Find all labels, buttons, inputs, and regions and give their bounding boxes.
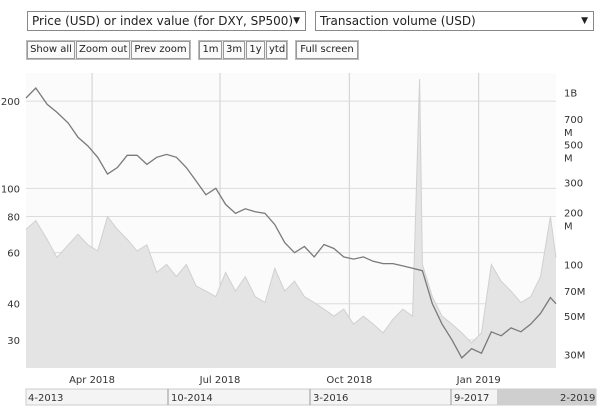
prev-zoom-button[interactable]: Prev zoom (131, 41, 190, 59)
range-ytd-button[interactable]: ytd (266, 41, 287, 59)
navigator-label: 10-2014 (171, 393, 213, 404)
volume-series (25, 78, 557, 368)
x-axis-ticks: Apr 2018 Jul 2018 Oct 2018 Jan 2019 (69, 375, 501, 386)
range-1m-button[interactable]: 1m (199, 41, 222, 59)
left-tick-label: 30 (7, 336, 20, 347)
navigator-label: 2-2019 (560, 393, 595, 404)
left-tick-label: 40 (7, 300, 20, 311)
right-tick-label: 30M (564, 350, 585, 361)
volume-series-select[interactable]: Transaction volume (USD) ▼ (315, 11, 594, 31)
volume-area (26, 79, 556, 368)
left-tick-label: 100 (1, 184, 20, 195)
right-tick-label: 1B (564, 89, 577, 100)
navigator-label: 9-2017 (454, 393, 489, 404)
left-axis-ticks: 30 40 60 80 100 200 (1, 97, 20, 347)
range-1y-button[interactable]: 1y (246, 41, 265, 59)
right-tick-label: M (564, 153, 573, 164)
chevron-down-icon: ▼ (293, 16, 300, 26)
zoom-out-button[interactable]: Zoom out (76, 41, 130, 59)
right-tick-label: 70M (564, 287, 585, 298)
left-tick-label: 80 (7, 212, 20, 223)
navigator-selection (497, 389, 596, 405)
price-series-select[interactable]: Price (USD) or index value (for DXY, SP5… (27, 11, 306, 31)
show-all-button[interactable]: Show all (27, 41, 75, 59)
right-tick-label: 200 (564, 209, 583, 220)
right-tick-label: 50M (564, 312, 585, 323)
chevron-down-icon: ▼ (581, 16, 588, 26)
right-tick-label: 500 (564, 140, 583, 151)
x-tick-label: Oct 2018 (326, 375, 372, 386)
price-series-select-label: Price (USD) or index value (for DXY, SP5… (32, 14, 294, 28)
x-tick-label: Jul 2018 (199, 375, 241, 386)
left-tick-label: 60 (7, 249, 20, 260)
x-tick-label: Jan 2019 (456, 375, 501, 386)
right-tick-label: M (564, 128, 573, 139)
left-tick-label: 200 (1, 97, 20, 108)
price-series (25, 86, 557, 359)
right-tick-label: M (564, 222, 573, 233)
price-line (25, 86, 557, 359)
right-tick-label: 100 (564, 260, 583, 271)
range-3m-button[interactable]: 3m (223, 41, 245, 59)
fullscreen-button[interactable]: Full screen (296, 41, 358, 59)
navigator-label: 3-2016 (313, 393, 348, 404)
x-tick-label: Apr 2018 (69, 375, 115, 386)
right-tick-label: 300 (564, 178, 583, 189)
navigator-label: 4-2013 (28, 393, 63, 404)
right-tick-label: 700 (564, 115, 583, 126)
navigator[interactable]: 4-2013 10-2014 3-2016 9-2017 2-2019 (25, 388, 597, 406)
volume-series-select-label: Transaction volume (USD) (320, 14, 476, 28)
volume-line (25, 78, 557, 344)
